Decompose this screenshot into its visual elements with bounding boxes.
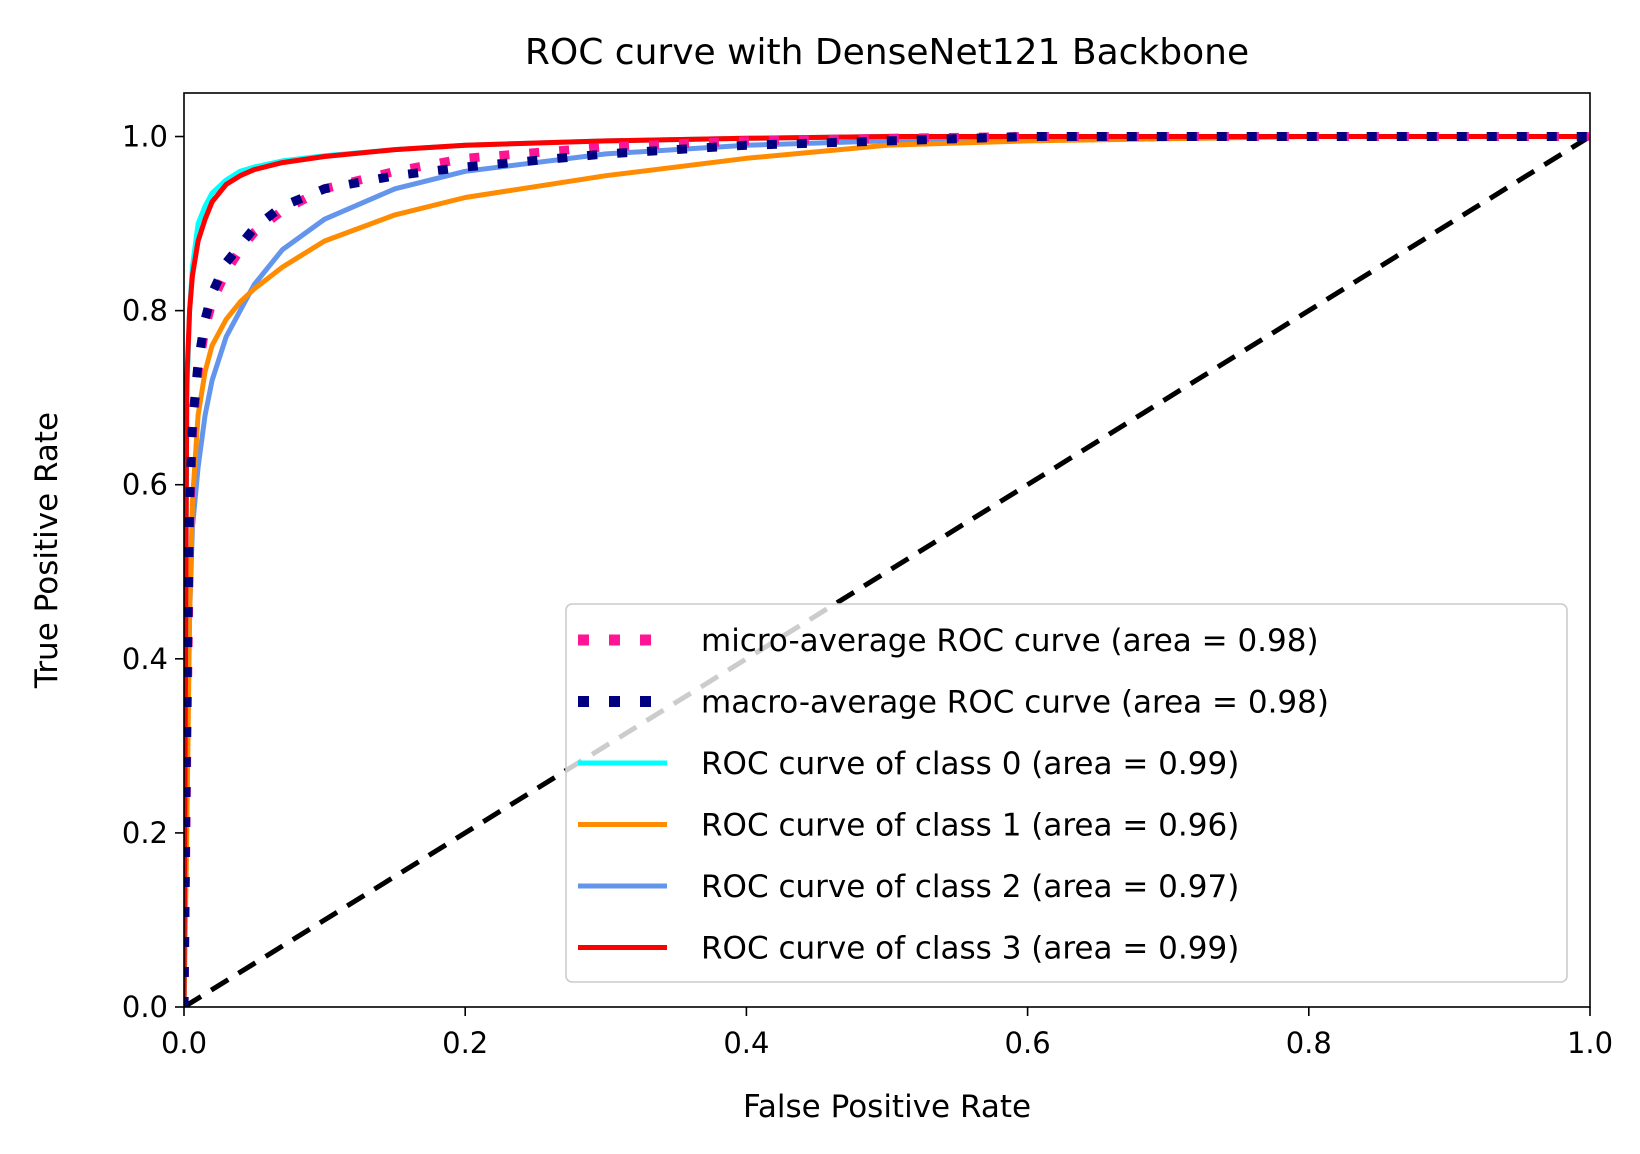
y-tick-label: 0.2 bbox=[122, 816, 168, 850]
x-tick-label: 0.6 bbox=[1005, 1026, 1051, 1060]
y-tick-label: 0.4 bbox=[122, 642, 168, 676]
x-tick-label: 0.4 bbox=[723, 1026, 769, 1060]
legend-label-0: micro-average ROC curve (area = 0.98) bbox=[701, 623, 1319, 659]
legend-label-3: ROC curve of class 1 (area = 0.96) bbox=[701, 808, 1239, 844]
chart-title: ROC curve with DenseNet121 Backbone bbox=[525, 32, 1249, 73]
legend-label-5: ROC curve of class 3 (area = 0.99) bbox=[701, 931, 1239, 967]
curves-group bbox=[184, 132, 1590, 1007]
y-tick-label: 1.0 bbox=[122, 120, 168, 154]
legend: micro-average ROC curve (area = 0.98) mac… bbox=[565, 603, 1568, 983]
x-tick-label: 0.0 bbox=[161, 1026, 207, 1060]
y-tick-label: 0.8 bbox=[122, 294, 168, 328]
x-tick-label: 0.2 bbox=[442, 1026, 488, 1060]
series-line-1 bbox=[184, 132, 1590, 1007]
legend-label-2: ROC curve of class 0 (area = 0.99) bbox=[701, 746, 1239, 782]
series-line-6 bbox=[184, 134, 1590, 1007]
plot-frame bbox=[183, 92, 1591, 1008]
legend-label-4: ROC curve of class 2 (area = 0.97) bbox=[701, 869, 1239, 905]
y-tick-label: 0.0 bbox=[122, 990, 168, 1024]
legend-label-1: macro-average ROC curve (area = 0.98) bbox=[701, 685, 1329, 721]
legend-box bbox=[565, 603, 1568, 983]
x-tick-label: 1.0 bbox=[1567, 1026, 1613, 1060]
x-tick-label: 0.8 bbox=[1286, 1026, 1332, 1060]
x-axis-label: False Positive Rate bbox=[743, 1089, 1031, 1125]
y-tick-label: 0.6 bbox=[122, 468, 168, 502]
ticks-group: 0.0 0.2 0.4 0.6 0.8 1.0 0.0 0.2 0.4 0.6 0.8 1.0 bbox=[122, 120, 1613, 1060]
y-axis-label: True Positive Rate bbox=[29, 412, 65, 689]
